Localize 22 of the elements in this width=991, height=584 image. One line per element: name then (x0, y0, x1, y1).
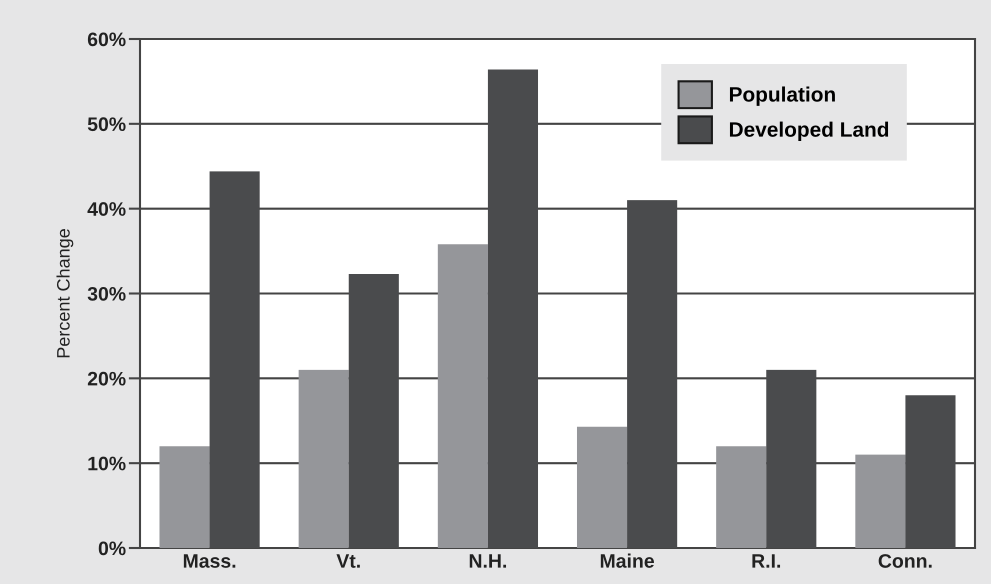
y-tick-label: 50% (88, 117, 126, 132)
x-tick-label: N.H. (470, 554, 506, 568)
y-tick-label: 40% (87, 202, 126, 216)
y-tick-label: 30% (88, 286, 126, 301)
legend-label: Developed Land (730, 122, 888, 141)
y-tick-label: 10% (88, 456, 126, 470)
bar (855, 454, 906, 548)
y-tick-label: 20% (88, 372, 126, 386)
bar (298, 370, 349, 548)
x-tick-label: R.I. (752, 554, 780, 568)
bar (438, 244, 488, 548)
legend-label: Population (730, 86, 835, 106)
bar (716, 446, 766, 548)
y-axis-title: Percent Change (56, 229, 74, 358)
x-tick-label: Conn. (878, 554, 932, 568)
x-tick-label: Vt. (336, 554, 360, 568)
y-tick-label: 60% (88, 32, 126, 46)
bar (576, 426, 628, 548)
x-tick-label: Maine (600, 554, 654, 568)
bar (159, 446, 210, 548)
y-tick-label: 0% (98, 541, 126, 556)
x-tick-label: Mass. (184, 554, 236, 568)
